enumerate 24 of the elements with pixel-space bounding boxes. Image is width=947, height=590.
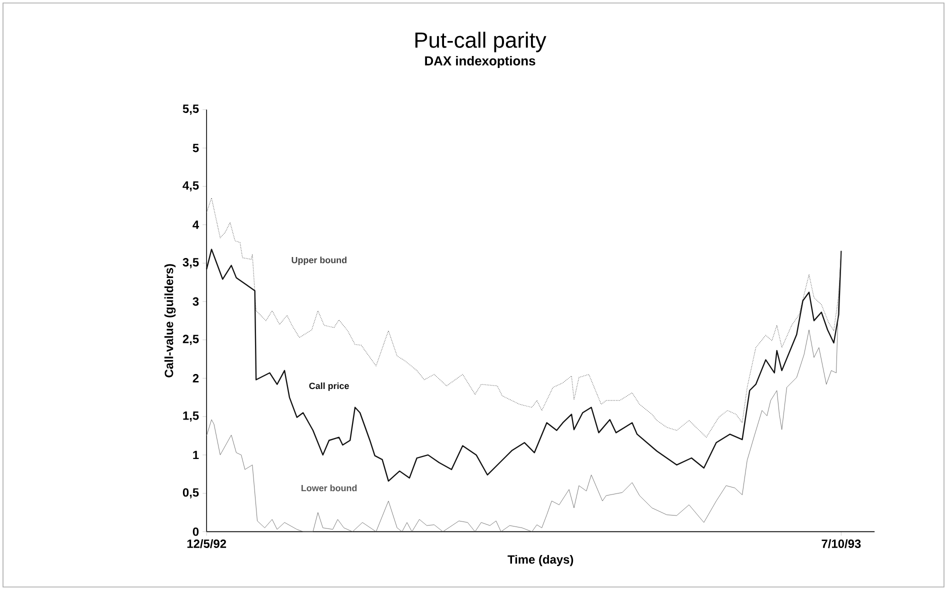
line-series <box>206 198 842 438</box>
chart-title: Put-call parity <box>415 32 546 52</box>
y-tick-label: 4,5 <box>182 181 199 192</box>
text: Lower bound <box>302 484 357 492</box>
y-tick-label: 2,5 <box>182 334 199 345</box>
x-tick-label: 12/5/92 <box>187 539 226 548</box>
y-tick-label: 1 <box>193 450 199 460</box>
x-axis-title: Time (days) <box>508 554 574 566</box>
line-series <box>206 248 842 482</box>
y-tick-label: 0 <box>192 527 199 536</box>
y-tick-label: 5 <box>192 144 199 152</box>
y-tick-label: 2 <box>192 374 199 382</box>
y-tick-label: 4 <box>192 220 200 229</box>
y-tick-label: 5,5 <box>182 104 199 115</box>
y-tick-label: 1,5 <box>183 412 199 422</box>
text: Upper bound <box>292 256 346 266</box>
y-tick-label: 0,5 <box>182 488 199 498</box>
x-tick-label: 7/10/93 <box>822 539 861 548</box>
series-label: Call price <box>309 382 349 391</box>
line-series <box>206 250 842 532</box>
y-axis-title: Call-value (guilders) <box>164 264 176 378</box>
chart-subtitle: DAX indexoptions <box>425 56 536 68</box>
y-tick-label: 3,5 <box>182 258 199 268</box>
y-tick-label: 3 <box>192 297 199 306</box>
